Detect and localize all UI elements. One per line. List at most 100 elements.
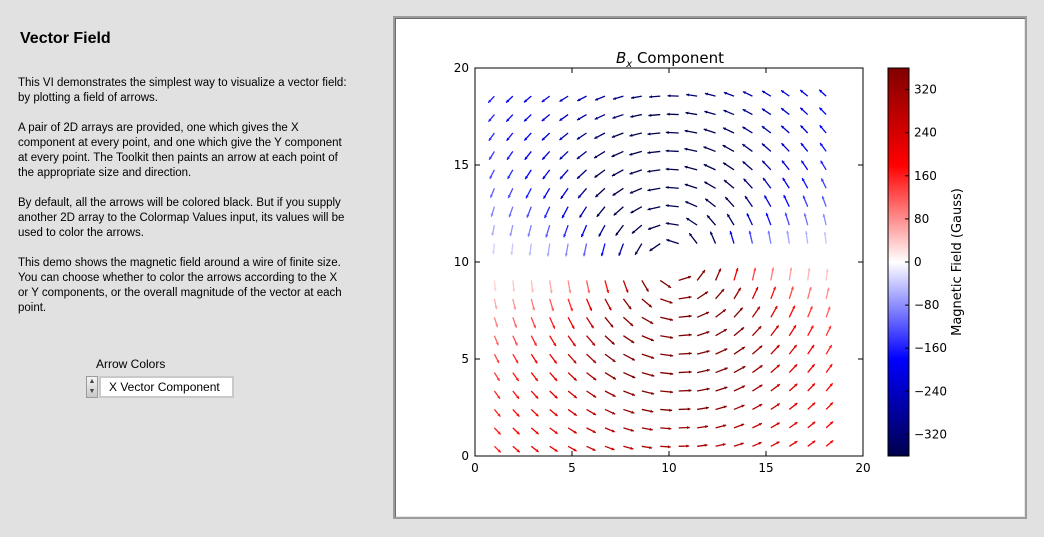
vector-arrow xyxy=(677,249,681,262)
vector-arrow xyxy=(715,424,727,429)
vector-arrow xyxy=(665,222,679,226)
vector-arrow xyxy=(761,90,772,97)
colorbar-tick-label: −320 xyxy=(914,427,947,441)
vector-arrow xyxy=(622,280,629,293)
vector-arrow xyxy=(733,442,744,447)
vector-arrow xyxy=(807,440,816,447)
vector-arrow xyxy=(525,187,532,199)
vector-arrow xyxy=(684,129,698,134)
vector-arrow xyxy=(660,335,674,339)
vector-arrow xyxy=(604,353,616,363)
vector-arrow xyxy=(743,178,753,189)
vector-arrow xyxy=(678,444,690,448)
vector-arrow xyxy=(684,165,698,171)
vector-arrow xyxy=(780,125,790,134)
ring-spinner[interactable]: ▲ ▼ xyxy=(86,376,98,398)
vector-arrow xyxy=(489,169,495,180)
vector-arrow xyxy=(594,113,606,120)
vector-arrow xyxy=(822,213,827,226)
vector-arrow xyxy=(733,385,746,392)
vector-arrow xyxy=(567,445,577,452)
vector-arrow xyxy=(752,403,763,411)
vector-arrow xyxy=(733,346,746,355)
vector-arrow xyxy=(611,150,624,158)
vector-arrow xyxy=(660,371,674,376)
description: This VI demonstrates the simplest way to… xyxy=(18,76,348,331)
vector-arrow xyxy=(492,262,496,273)
vector-arrow xyxy=(523,132,532,142)
vector-arrow xyxy=(582,243,588,257)
vector-arrow xyxy=(507,188,514,199)
vector-arrow xyxy=(770,402,781,410)
vector-arrow xyxy=(678,351,692,356)
vector-arrow xyxy=(746,213,754,226)
vector-arrow xyxy=(647,169,661,173)
vector-arrow xyxy=(801,177,809,189)
vector-arrow xyxy=(825,382,834,392)
vector-arrow xyxy=(703,181,716,189)
vector-arrow xyxy=(695,249,699,262)
vector-arrow xyxy=(800,124,809,134)
vector-arrow xyxy=(660,353,674,358)
description-paragraph: This demo shows the magnetic field aroun… xyxy=(18,257,342,314)
vector-arrow xyxy=(780,107,790,116)
vector-arrow xyxy=(709,231,717,244)
vector-arrow xyxy=(807,402,816,410)
vector-arrow xyxy=(506,151,514,161)
vector-arrow xyxy=(765,212,772,226)
vector-arrow xyxy=(770,267,775,281)
vector-arrow xyxy=(742,126,753,134)
vector-arrow xyxy=(623,427,635,432)
vector-arrow xyxy=(751,345,763,355)
chevron-up-icon[interactable]: ▲ xyxy=(88,378,96,385)
vector-arrow xyxy=(666,239,679,245)
vector-arrow xyxy=(493,372,501,382)
vector-arrow xyxy=(493,280,497,292)
vector-arrow xyxy=(493,409,501,418)
vector-arrow xyxy=(807,383,816,392)
vector-arrow xyxy=(549,280,553,294)
vector-arrow xyxy=(825,363,833,373)
vector-arrow xyxy=(788,421,798,429)
vector-arrow xyxy=(684,200,698,208)
vector-arrow xyxy=(678,370,692,374)
vector-arrow xyxy=(567,390,578,399)
vector-arrow xyxy=(761,125,772,134)
vector-arrow xyxy=(546,243,551,257)
vector-arrow xyxy=(493,353,500,364)
vector-arrow xyxy=(824,250,828,262)
vector-arrow xyxy=(788,440,798,447)
vector-arrow xyxy=(512,317,518,328)
arrow-colors-label: Arrow Colors xyxy=(96,357,166,371)
chevron-down-icon[interactable]: ▼ xyxy=(88,388,96,395)
vector-arrow xyxy=(549,298,555,312)
vector-arrow xyxy=(647,224,661,230)
vector-arrow xyxy=(742,160,753,171)
arrow-colors-value[interactable]: X Vector Component xyxy=(99,376,234,398)
vector-arrow xyxy=(567,335,577,347)
vector-arrow xyxy=(678,314,692,318)
vector-arrow xyxy=(825,268,829,281)
vector-arrow xyxy=(767,230,772,244)
vector-arrow xyxy=(512,427,521,435)
vector-arrow xyxy=(567,280,572,294)
vector-arrow xyxy=(770,422,781,429)
vector-arrow xyxy=(488,132,495,142)
vector-arrow xyxy=(510,243,514,255)
vector-arrow xyxy=(696,368,710,374)
vector-arrow xyxy=(704,198,716,208)
vector-arrow xyxy=(512,298,517,310)
vector-arrow xyxy=(825,344,833,355)
arrow-colors-ring[interactable]: ▲ ▼ X Vector Component xyxy=(86,376,234,398)
vector-arrow xyxy=(493,427,502,435)
vector-arrow xyxy=(490,206,496,217)
vector-arrow xyxy=(629,132,642,137)
x-tick-label: 10 xyxy=(661,461,676,475)
vector-arrow xyxy=(630,95,642,100)
vector-arrow xyxy=(732,249,736,262)
vector-arrow xyxy=(696,350,710,355)
y-tick-label: 0 xyxy=(461,449,469,463)
vector-arrow xyxy=(697,387,710,392)
vector-arrow xyxy=(530,427,539,435)
vector-arrow xyxy=(630,113,642,118)
